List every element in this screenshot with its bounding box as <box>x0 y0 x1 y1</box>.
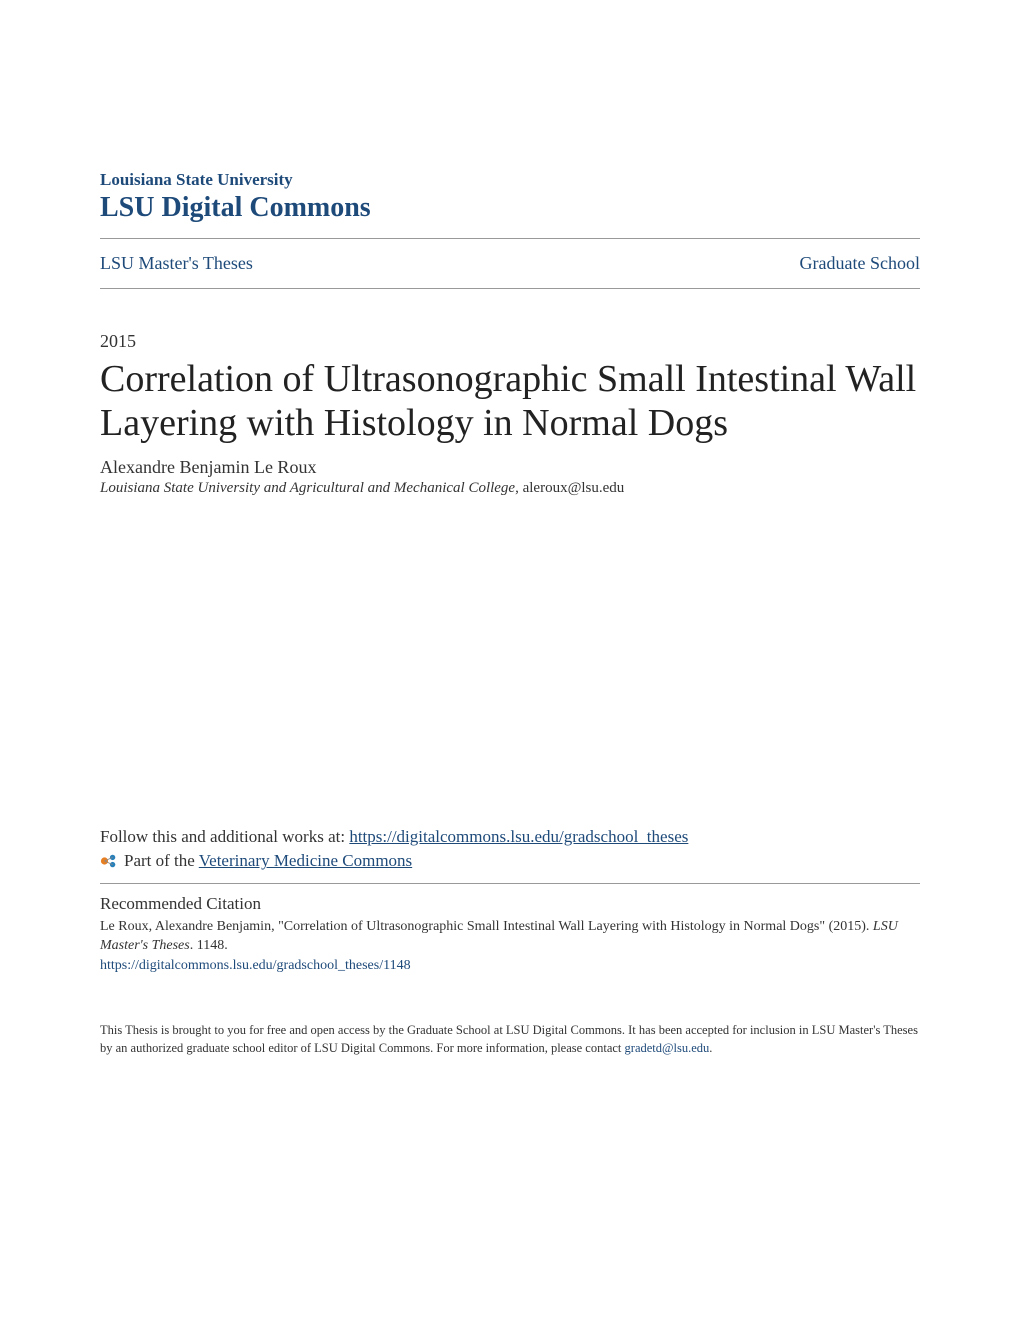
citation-section: Recommended Citation Le Roux, Alexandre … <box>100 894 920 974</box>
divider-citation-top <box>100 883 920 884</box>
paper-title: Correlation of Ultrasonographic Small In… <box>100 358 920 445</box>
institution-name: Louisiana State University <box>100 170 920 190</box>
citation-text-2: . 1148. <box>190 938 228 953</box>
footer-disclaimer: This Thesis is brought to you for free a… <box>100 1022 920 1057</box>
follow-text-row: Follow this and additional works at: htt… <box>100 827 920 847</box>
footer-email-link[interactable]: gradetd@lsu.edu <box>625 1041 710 1055</box>
partof-prefix: Part of the <box>124 851 199 870</box>
affiliation-institution: Louisiana State University and Agricultu… <box>100 480 515 496</box>
citation-heading: Recommended Citation <box>100 894 920 914</box>
footer-text-1: This Thesis is brought to you for free a… <box>100 1023 918 1055</box>
follow-url-link[interactable]: https://digitalcommons.lsu.edu/gradschoo… <box>349 827 688 846</box>
follow-section: Follow this and additional works at: htt… <box>100 827 920 871</box>
partof-link[interactable]: Veterinary Medicine Commons <box>199 851 412 870</box>
collection-link[interactable]: LSU Master's Theses <box>100 253 253 274</box>
author-affiliation: Louisiana State University and Agricultu… <box>100 480 920 497</box>
follow-prefix: Follow this and additional works at: <box>100 827 349 846</box>
citation-text-1: Le Roux, Alexandre Benjamin, "Correlatio… <box>100 919 873 934</box>
partof-text: Part of the Veterinary Medicine Commons <box>124 851 412 871</box>
breadcrumb-nav: LSU Master's Theses Graduate School <box>100 239 920 288</box>
partof-row: Part of the Veterinary Medicine Commons <box>100 851 920 871</box>
page-container: Louisiana State University LSU Digital C… <box>0 0 1020 1117</box>
divider-nav <box>100 288 920 289</box>
header-block: Louisiana State University LSU Digital C… <box>100 170 920 224</box>
publication-year: 2015 <box>100 331 920 352</box>
citation-text: Le Roux, Alexandre Benjamin, "Correlatio… <box>100 918 920 956</box>
footer-text-2: . <box>709 1041 712 1055</box>
citation-url-link[interactable]: https://digitalcommons.lsu.edu/gradschoo… <box>100 958 920 974</box>
school-link[interactable]: Graduate School <box>800 253 920 274</box>
affiliation-email: , aleroux@lsu.edu <box>515 480 624 496</box>
repository-name[interactable]: LSU Digital Commons <box>100 192 920 224</box>
network-icon <box>100 852 118 870</box>
author-name: Alexandre Benjamin Le Roux <box>100 457 920 478</box>
